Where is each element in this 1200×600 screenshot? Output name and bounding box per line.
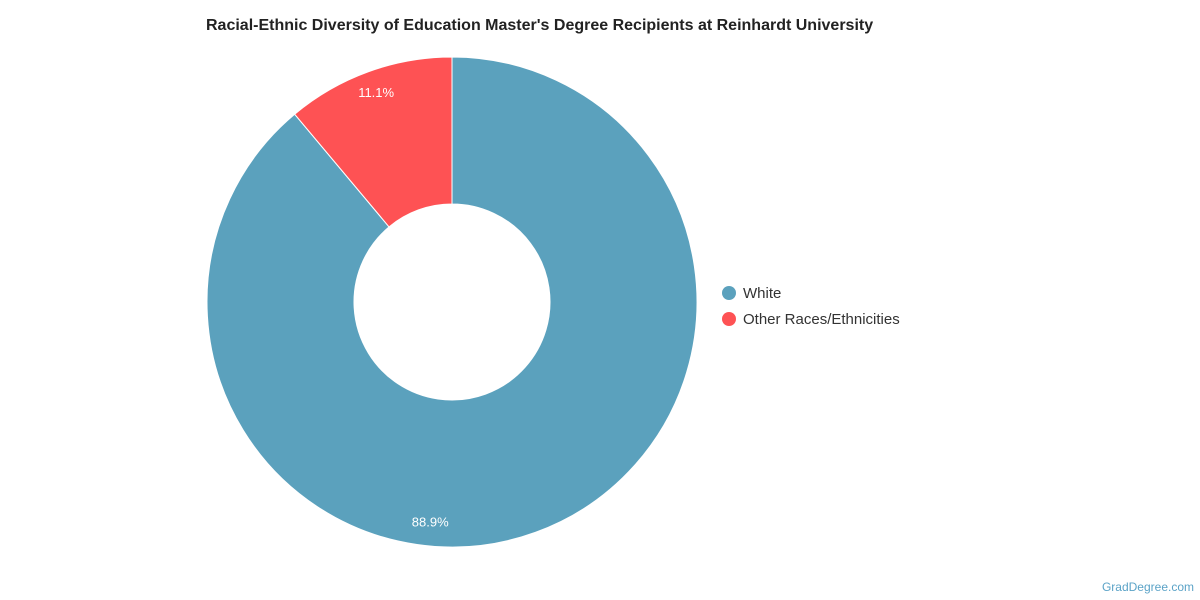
slices-group [206,56,698,548]
slice-label-white: 88.9% [412,514,449,529]
slice-white[interactable] [206,56,698,548]
slice-label-other: 11.1% [358,85,394,100]
legend-label-other: Other Races/Ethnicities [743,310,900,328]
watermark-link[interactable]: GradDegree.com [1101,580,1194,594]
legend-item-other[interactable]: Other Races/Ethnicities [720,306,900,332]
chart-title: Racial-Ethnic Diversity of Education Mas… [206,17,874,34]
legend-swatch-white [722,286,736,300]
labels-group: 88.9% 11.1% [358,85,449,530]
slice-other[interactable] [293,56,453,228]
legend-label-white: White [743,284,782,302]
legend: White Other Races/Ethnicities [720,280,900,332]
legend-swatch-other [722,312,736,326]
legend-item-white[interactable]: White [720,280,900,306]
